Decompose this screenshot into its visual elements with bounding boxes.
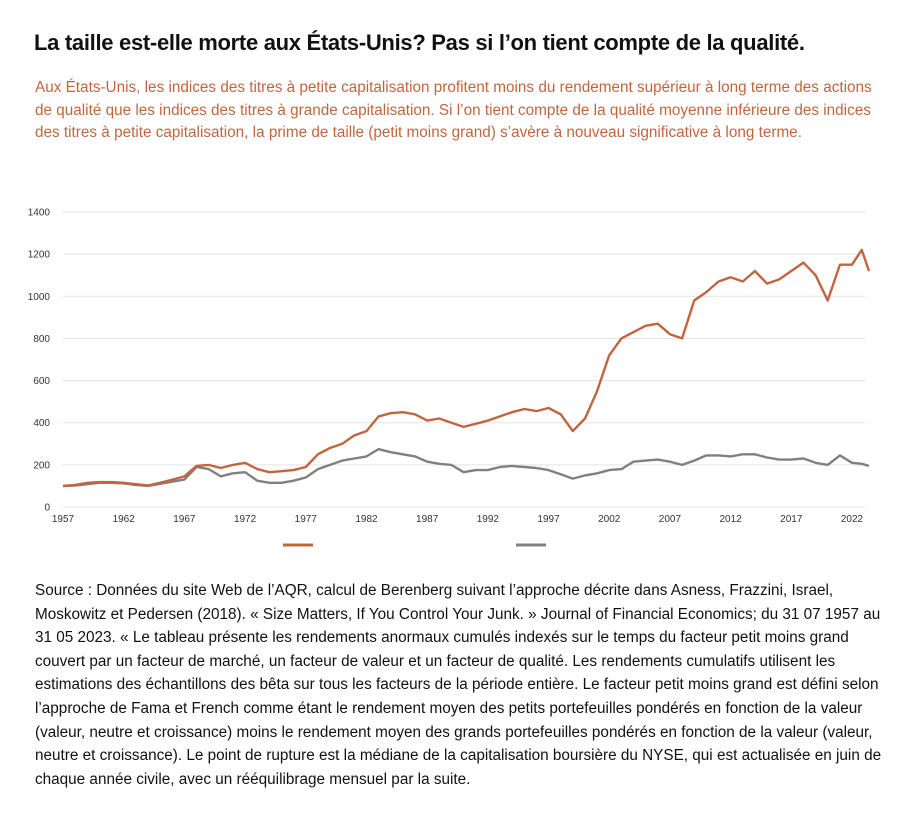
x-tick-label: 1967: [173, 514, 196, 525]
x-tick-label: 1997: [537, 514, 560, 525]
y-tick-label: 0: [44, 503, 50, 514]
y-tick-label: 1000: [28, 292, 51, 303]
y-tick-label: 1400: [28, 208, 51, 219]
line-chart: 0 200 400 600 800 1000 1200 1400 1957 1962 1967 197…: [28, 208, 871, 547]
series-line-1: [62, 447, 870, 488]
x-tick-label: 1977: [295, 514, 318, 525]
source-note: Source : Données du site Web de l’AQR, c…: [35, 582, 882, 788]
chart-title: La taille est-elle morte aux États-Unis?…: [34, 30, 805, 55]
x-tick-label: 1962: [113, 514, 136, 525]
x-tick-label: 1972: [234, 514, 257, 525]
x-tick-label: 2017: [780, 514, 803, 525]
y-tick-label: 1200: [28, 250, 51, 261]
x-tick-label: 1982: [355, 514, 378, 525]
chart-subtitle: Aux États-Unis, les indices des titres à…: [35, 79, 872, 142]
y-tick-label: 800: [33, 334, 50, 345]
x-tick-label: 2002: [598, 514, 621, 525]
x-tick-label: 1992: [477, 514, 500, 525]
series-line-0: [62, 248, 871, 488]
y-tick-label: 400: [33, 418, 50, 429]
x-tick-label: 1987: [416, 514, 439, 525]
y-tick-label: 600: [33, 376, 50, 387]
x-tick-label: 2022: [841, 514, 864, 525]
y-tick-label: 200: [33, 460, 50, 471]
x-tick-label: 2012: [719, 514, 742, 525]
x-tick-label: 1957: [52, 514, 75, 525]
x-tick-label: 2007: [659, 514, 682, 525]
